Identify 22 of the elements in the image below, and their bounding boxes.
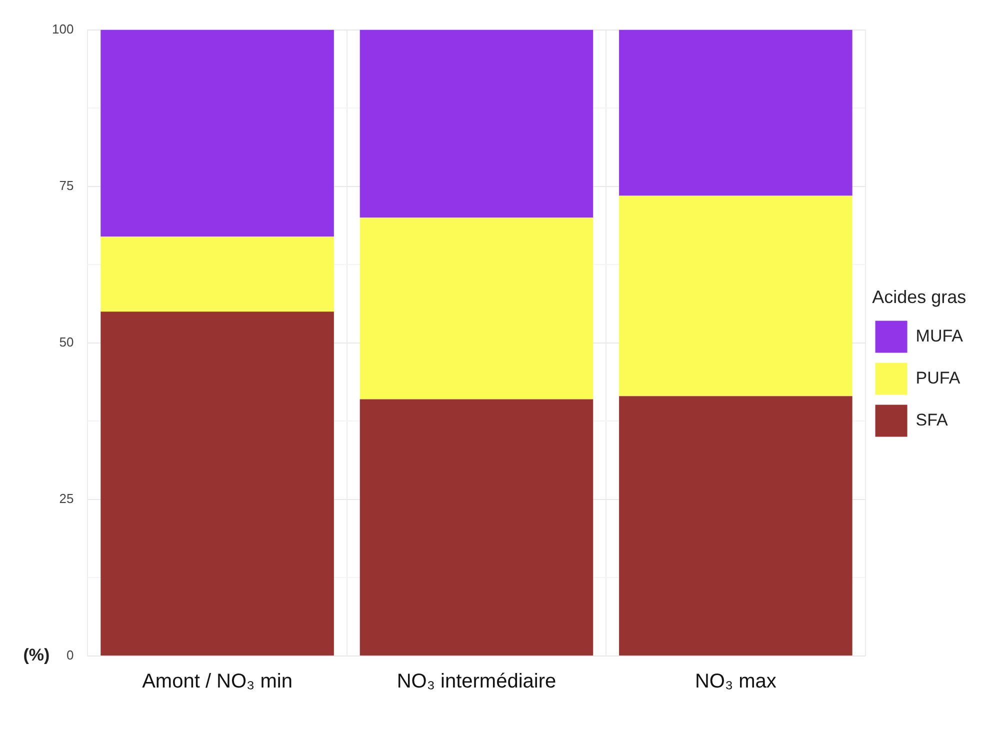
x-tick-label: NO₃ intermédiaire (396, 670, 556, 693)
bar (360, 218, 594, 400)
bar (100, 236, 334, 312)
y-tick-label: 25 (59, 491, 74, 506)
y-tick-label: 0 (66, 648, 74, 663)
bar (360, 30, 594, 218)
x-tick-label: Amont / NO₃ min (142, 670, 292, 693)
y-tick-label: 50 (59, 334, 74, 350)
y-tick-label: 75 (59, 178, 74, 193)
legend-label: PUFA (916, 368, 961, 388)
bar (619, 196, 852, 396)
y-tick-label: 100 (52, 21, 74, 36)
bar (100, 312, 334, 656)
bar (619, 396, 852, 656)
x-tick-label: NO₃ max (694, 670, 776, 693)
legend-title: Acides gras (872, 287, 966, 308)
legend-label: MUFA (916, 326, 964, 346)
bar (100, 30, 334, 236)
bar (619, 30, 852, 196)
bar (360, 399, 594, 656)
legend-label: SFA (916, 410, 949, 430)
y-axis-title: (%) (23, 646, 50, 665)
